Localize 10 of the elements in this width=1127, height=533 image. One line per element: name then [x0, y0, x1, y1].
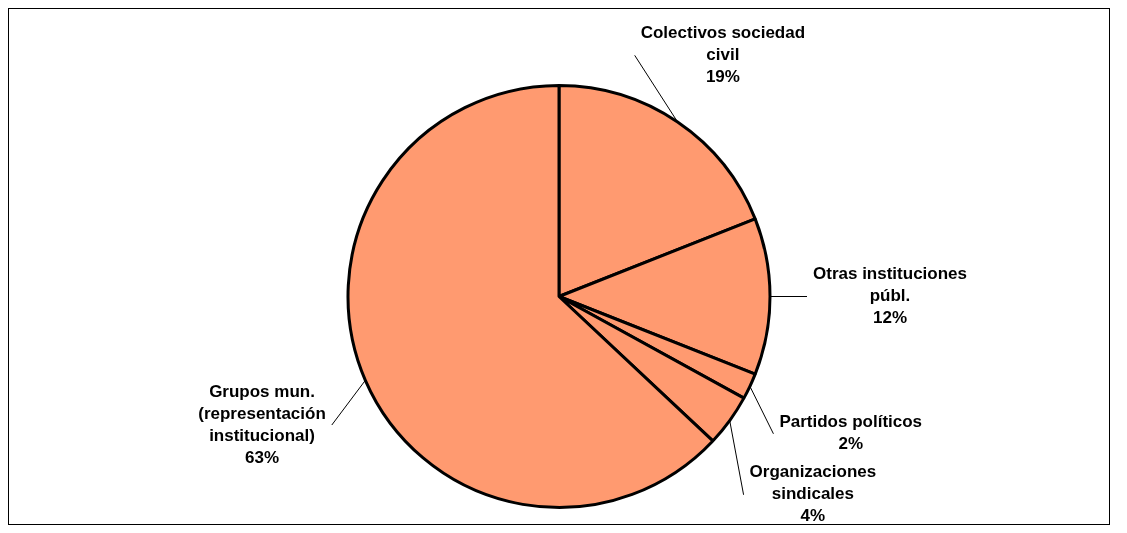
slice-label: Organizaciones sindicales	[749, 462, 877, 504]
slice-label: Grupos mun. (representación institucional)	[198, 381, 326, 445]
slice-label: Colectivos sociedad civil	[640, 23, 806, 65]
slice-label: Otras instituciones públ.	[813, 264, 967, 306]
data-label: 4%	[800, 506, 826, 526]
data-label: 2%	[838, 434, 864, 454]
data-label: 12%	[872, 308, 908, 328]
data-label: 19%	[705, 67, 740, 87]
slice-label: Partidos políticos	[779, 412, 923, 432]
data-label: 63%	[245, 447, 280, 467]
